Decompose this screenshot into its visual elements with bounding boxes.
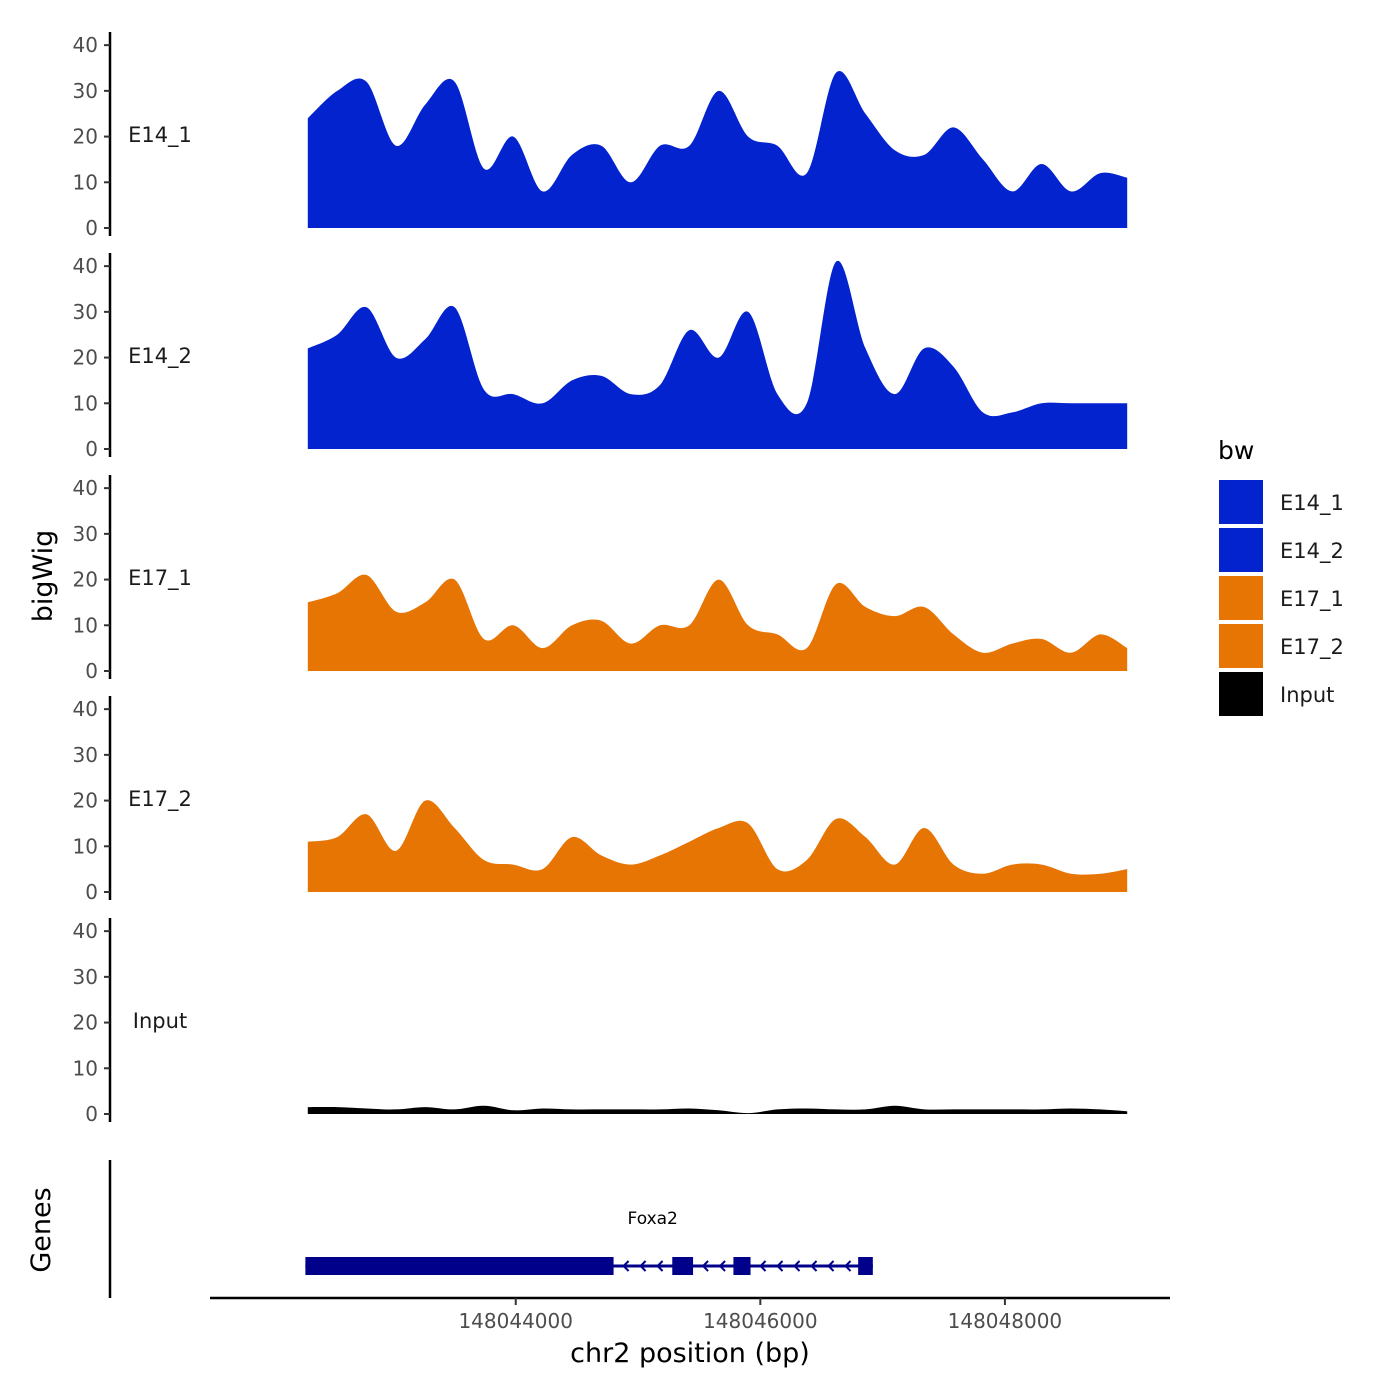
track-label-E14_1: E14_1 xyxy=(128,123,192,148)
y-tick-label-E14_2-40: 40 xyxy=(73,254,98,278)
area-E17_1 xyxy=(307,574,1128,671)
gene-strand-chevron xyxy=(793,1260,801,1272)
track-label-Input: Input xyxy=(133,1009,187,1033)
y-axis-title: bigWig xyxy=(28,530,59,623)
y-tick-label-E17_2-30: 30 xyxy=(73,743,98,767)
gene-exon-Foxa2-2 xyxy=(733,1257,751,1275)
y-tick-label-E14_2-10: 10 xyxy=(73,391,98,415)
legend-label-Input: Input xyxy=(1280,683,1334,707)
y-tick-label-E14_1-0: 0 xyxy=(85,216,98,240)
y-tick-label-E14_1-20: 20 xyxy=(73,125,98,149)
y-tick-label-E17_1-10: 10 xyxy=(73,613,98,637)
y-tick-label-E17_2-20: 20 xyxy=(73,789,98,813)
y-tick-label-E14_2-30: 30 xyxy=(73,300,98,324)
gene-label-Foxa2: Foxa2 xyxy=(628,1209,678,1229)
y-tick-label-Input-30: 30 xyxy=(73,965,98,989)
x-tick-label-0: 148044000 xyxy=(458,1309,573,1333)
y-tick-label-E17_1-30: 30 xyxy=(73,522,98,546)
legend-label-E17_1: E17_1 xyxy=(1280,587,1344,612)
y-tick-label-E14_1-30: 30 xyxy=(73,79,98,103)
gene-strand-chevron xyxy=(759,1260,767,1272)
gene-exon-Foxa2-1 xyxy=(672,1257,694,1275)
y-tick-label-Input-20: 20 xyxy=(73,1011,98,1035)
y-tick-label-E17_1-40: 40 xyxy=(73,476,98,500)
y-tick-label-E17_2-10: 10 xyxy=(73,834,98,858)
gene-strand-chevron xyxy=(639,1260,647,1272)
legend-swatch-E14_2 xyxy=(1219,528,1263,572)
gene-strand-chevron xyxy=(622,1260,630,1272)
legend-label-E17_2: E17_2 xyxy=(1280,635,1344,660)
gene-strand-chevron xyxy=(844,1260,852,1272)
gene-strand-chevron xyxy=(776,1260,784,1272)
gene-strand-chevron xyxy=(718,1260,726,1272)
gene-exon-Foxa2-0 xyxy=(305,1257,614,1275)
y-tick-label-Input-10: 10 xyxy=(73,1056,98,1080)
legend-label-E14_2: E14_2 xyxy=(1280,539,1344,564)
y-tick-label-E17_2-0: 0 xyxy=(85,880,98,904)
area-Input xyxy=(307,1105,1128,1114)
x-axis-title: chr2 position (bp) xyxy=(570,1338,810,1369)
legend-swatch-E17_1 xyxy=(1219,576,1263,620)
track-label-E17_1: E17_1 xyxy=(128,566,192,591)
gene-strand-chevron xyxy=(810,1260,818,1272)
legend-title: bw xyxy=(1218,436,1254,465)
x-tick-label-1: 148046000 xyxy=(703,1309,818,1333)
gene-strand-chevron xyxy=(701,1260,709,1272)
y-tick-label-E14_1-10: 10 xyxy=(73,170,98,194)
track-label-E14_2: E14_2 xyxy=(128,344,192,369)
area-E17_2 xyxy=(307,800,1128,892)
genes-track-label: Genes xyxy=(26,1187,57,1272)
y-tick-label-Input-0: 0 xyxy=(85,1102,98,1126)
y-tick-label-E14_1-40: 40 xyxy=(73,33,98,57)
y-tick-label-E14_2-20: 20 xyxy=(73,346,98,370)
y-tick-label-E17_1-0: 0 xyxy=(85,659,98,683)
area-E14_2 xyxy=(307,260,1128,449)
legend-swatch-Input xyxy=(1219,672,1263,716)
x-tick-label-2: 148048000 xyxy=(948,1309,1063,1333)
y-tick-label-E17_1-20: 20 xyxy=(73,568,98,592)
legend-swatch-E17_2 xyxy=(1219,624,1263,668)
y-tick-label-E17_2-40: 40 xyxy=(73,697,98,721)
y-tick-label-Input-40: 40 xyxy=(73,919,98,943)
y-tick-label-E14_2-0: 0 xyxy=(85,437,98,461)
gene-strand-chevron xyxy=(827,1260,835,1272)
legend-swatch-E14_1 xyxy=(1219,480,1263,524)
track-label-E17_2: E17_2 xyxy=(128,787,192,812)
legend-label-E14_1: E14_1 xyxy=(1280,491,1344,516)
gene-strand-chevron xyxy=(656,1260,664,1272)
area-E14_1 xyxy=(307,70,1128,228)
gene-exon-Foxa2-3 xyxy=(858,1257,873,1275)
